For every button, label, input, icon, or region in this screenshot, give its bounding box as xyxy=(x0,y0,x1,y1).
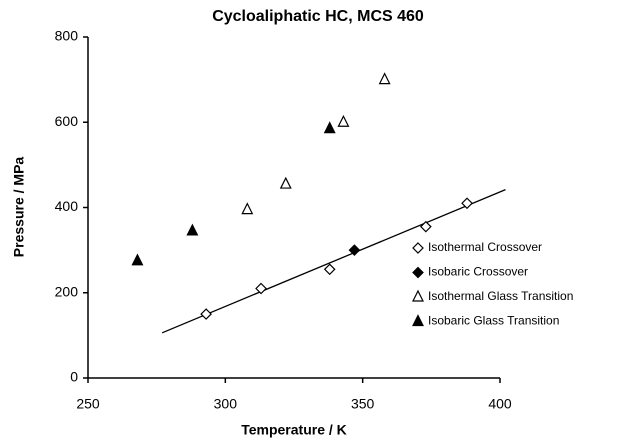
x-tick-label: 350 xyxy=(351,396,375,412)
y-tick-label: 0 xyxy=(70,369,78,385)
y-tick-label: 800 xyxy=(55,28,79,44)
point xyxy=(279,176,292,189)
legend-marker xyxy=(412,289,424,302)
y-tick-label: 400 xyxy=(55,198,79,214)
x-tick-label: 250 xyxy=(76,396,100,412)
chart-title: Cycloaliphatic HC, MCS 460 xyxy=(212,8,424,25)
point xyxy=(241,202,254,215)
point xyxy=(461,197,473,210)
point xyxy=(255,282,267,295)
point xyxy=(323,121,336,134)
legend-marker xyxy=(412,242,424,254)
point xyxy=(378,72,391,85)
point xyxy=(348,244,361,256)
legend-label: Isothermal Crossover xyxy=(428,240,542,254)
point xyxy=(200,308,212,320)
point xyxy=(323,263,336,276)
point xyxy=(419,220,432,233)
y-tick-label: 600 xyxy=(55,113,79,129)
fit-line xyxy=(161,188,506,334)
legend-marker xyxy=(412,266,424,279)
point xyxy=(131,253,144,266)
y-tick-label: 200 xyxy=(55,283,79,299)
x-tick-label: 300 xyxy=(214,396,238,412)
point xyxy=(186,223,199,236)
x-tick-label: 400 xyxy=(488,396,512,412)
legend-label: Isobaric Glass Transition xyxy=(428,314,559,328)
x-axis-title: Temperature / K xyxy=(241,422,347,438)
point xyxy=(337,114,350,127)
legend-marker xyxy=(412,314,424,327)
y-axis-title: Pressure / MPa xyxy=(11,157,27,258)
legend-label: Isothermal Glass Transition xyxy=(428,289,573,303)
legend-label: Isobaric Crossover xyxy=(428,265,528,279)
